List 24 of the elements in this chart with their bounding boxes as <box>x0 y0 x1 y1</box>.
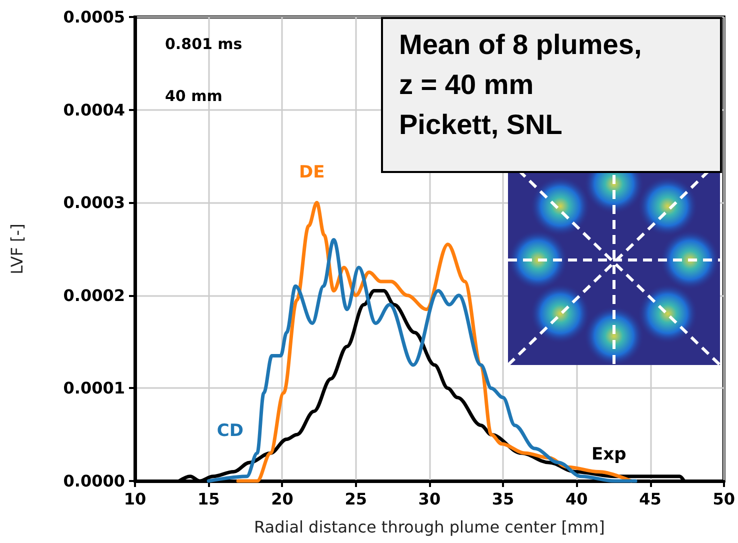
y-tick-label: 0.0002 <box>63 286 125 305</box>
annotation: 40 mm <box>165 87 222 105</box>
annotation: Mean of 8 plumes, z = 40 mm Pickett, SNL <box>399 28 642 142</box>
y-axis-title: LVF [-] <box>8 224 26 274</box>
x-tick-label: 50 <box>712 490 735 508</box>
series-label: Exp <box>592 444 626 464</box>
y-tick-label: 0.0004 <box>63 100 125 120</box>
line-series <box>206 238 638 483</box>
y-tick-label: 0.0005 <box>63 8 125 26</box>
y-tick-label: 0.0003 <box>63 193 125 212</box>
x-tick-label: 10 <box>124 490 146 508</box>
x-tick-label: 20 <box>271 490 294 508</box>
series-label: CD <box>216 421 244 442</box>
x-tick-label: 35 <box>492 490 514 508</box>
y-tick-label: 0.0000 <box>63 472 125 490</box>
x-tick-label: 40 <box>566 490 588 508</box>
x-axis-title: Radial distance through plume center [mm] <box>254 518 605 536</box>
x-tick-label: 30 <box>418 490 441 508</box>
x-tick-label: 15 <box>197 490 220 508</box>
y-tick-label: 0.0001 <box>63 378 125 398</box>
x-tick-label: 25 <box>344 490 367 508</box>
x-tick-label: 45 <box>639 490 662 508</box>
annotation: 0.801 ms <box>165 35 242 53</box>
series-label: DE <box>298 162 325 183</box>
